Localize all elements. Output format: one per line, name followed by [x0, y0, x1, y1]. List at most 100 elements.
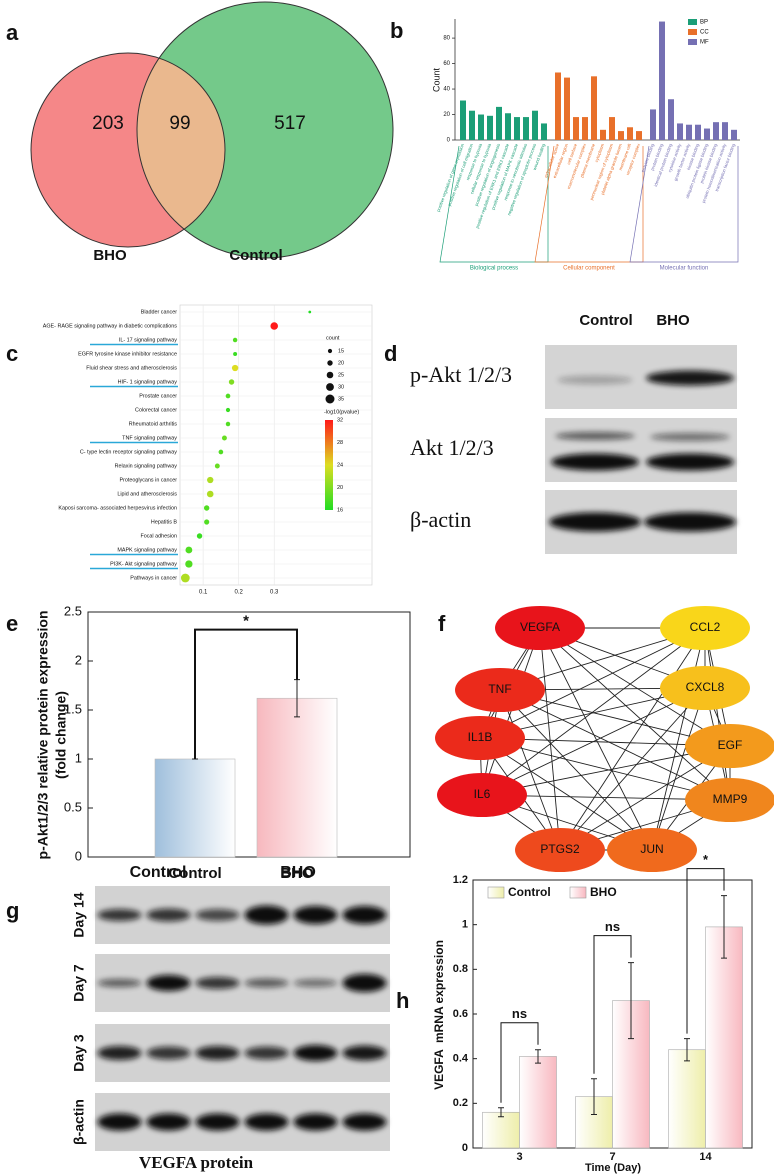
panel-label: h: [396, 988, 409, 1013]
band: [97, 909, 142, 921]
y-tick-label: 0.8: [453, 963, 468, 975]
x-axis-label: Time (Day): [585, 1162, 641, 1174]
significance-bracket: [500, 1022, 539, 1103]
band: [244, 1046, 289, 1060]
plot-area: [179, 304, 373, 586]
blot-background: [95, 886, 390, 944]
y-tick-label: 1.2: [453, 874, 468, 886]
band: [195, 1113, 240, 1131]
group-label: Biological process: [470, 266, 518, 272]
bar: [478, 114, 484, 140]
node-label: PTGS2: [540, 842, 580, 856]
node: [495, 606, 585, 650]
set-name: BHO: [93, 247, 127, 264]
band: [146, 908, 191, 922]
dot: [204, 519, 210, 525]
x-tick-label: 0.3: [270, 590, 279, 596]
node-label: VEGFA: [520, 620, 560, 634]
panel-label: a: [6, 20, 19, 45]
bar: [591, 76, 597, 140]
annotation: *: [243, 613, 249, 630]
y-tick-label: 1: [462, 919, 468, 931]
bar: [704, 128, 710, 140]
bar: [650, 109, 656, 140]
dot: [218, 449, 224, 455]
venn-count: 517: [274, 113, 306, 134]
column-label: BHO: [656, 312, 690, 329]
y-tick-label: Fluid shear stress and atherosclerosis: [86, 365, 177, 371]
y-tick-label: Colorectal cancer: [135, 407, 177, 413]
band: [557, 375, 633, 385]
y-tick-label: C- type lectin receptor signaling pathwa…: [80, 449, 177, 455]
y-tick-label: 1: [75, 750, 82, 765]
legend-label: CC: [700, 30, 709, 36]
dot: [231, 364, 239, 372]
annotation: ns: [605, 919, 620, 934]
legend-label: MF: [700, 40, 709, 46]
y-tick-label: 2.5: [64, 603, 82, 618]
panel-label: d: [384, 341, 397, 366]
node-label: TNF: [488, 682, 511, 696]
legend-dot: [325, 394, 335, 404]
bar: [582, 117, 588, 140]
row-label: Day 14: [71, 892, 87, 937]
legend-label: 30: [338, 384, 344, 390]
node-label: JUN: [640, 842, 663, 856]
bar: [519, 1056, 557, 1149]
group-bracket: [629, 145, 739, 263]
edge: [479, 627, 706, 739]
annotation: ns: [512, 1006, 527, 1021]
node: [660, 666, 750, 710]
node-label: EGF: [718, 738, 743, 752]
band: [650, 433, 730, 441]
y-axis-label: (fold change): [53, 691, 69, 779]
edge: [499, 689, 561, 851]
band: [293, 1113, 338, 1131]
edge: [559, 687, 706, 851]
bar: [532, 110, 538, 140]
y-tick-label: 0.5: [64, 799, 82, 814]
band: [293, 906, 338, 924]
y-tick-label: Relaxin signaling pathway: [115, 463, 178, 469]
row-label: p-Akt 1/2/3: [410, 362, 512, 387]
legend-label: 32: [337, 417, 343, 423]
edge: [539, 627, 653, 851]
y-tick-label: 0: [447, 138, 451, 144]
bar: [487, 115, 493, 140]
group-bracket: [439, 145, 549, 263]
blot-background: [95, 1093, 390, 1151]
bar: [541, 123, 547, 140]
node-label: IL1B: [468, 730, 493, 744]
legend-dot: [327, 348, 333, 354]
bar: [636, 131, 642, 140]
y-axis-label: VEGFA mRNA expression: [432, 940, 446, 1090]
band: [244, 1113, 289, 1131]
y-tick-label: Proteoglycans in cancer: [119, 477, 177, 483]
legend-label: Control: [508, 885, 551, 899]
edge: [481, 627, 706, 796]
edge: [499, 689, 731, 801]
node-label: IL6: [474, 787, 491, 801]
legend-swatch: [688, 29, 697, 35]
node: [607, 828, 697, 872]
node: [685, 778, 774, 822]
blot-background: [95, 1024, 390, 1082]
legend-dot: [327, 360, 333, 366]
x-tick-label: 14: [699, 1151, 712, 1163]
dot: [180, 573, 190, 583]
x-tick-label: 0.2: [234, 590, 243, 596]
plot-frame: [87, 611, 411, 858]
venn-count: 203: [92, 113, 124, 134]
y-tick-label: MAPK signaling pathway: [117, 547, 177, 553]
annotation: *: [703, 852, 709, 867]
node: [685, 724, 774, 768]
y-tick-label: Prostate cancer: [139, 393, 177, 399]
panel-label: b: [390, 18, 403, 43]
dot: [225, 421, 231, 427]
band: [342, 1113, 387, 1131]
venn-count: 99: [169, 113, 190, 134]
bar: [564, 77, 570, 140]
column-label: Control: [130, 864, 187, 881]
band: [97, 979, 142, 987]
